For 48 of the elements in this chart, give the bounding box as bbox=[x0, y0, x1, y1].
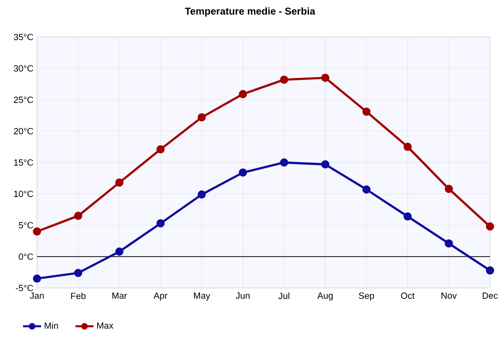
point bbox=[321, 74, 330, 82]
x-tick-label: Feb bbox=[71, 292, 86, 300]
point bbox=[321, 160, 330, 168]
point bbox=[404, 142, 412, 151]
y-tick-label: 10°C bbox=[14, 190, 34, 198]
point bbox=[486, 222, 494, 231]
point bbox=[404, 212, 412, 221]
x-tick-label: Nov bbox=[442, 292, 457, 299]
y-tick-label: 20°C bbox=[14, 128, 34, 134]
point bbox=[74, 212, 82, 220]
y-tick-label: 15°C bbox=[14, 159, 34, 166]
point bbox=[362, 108, 371, 116]
y-tick-label: 35°C bbox=[14, 34, 34, 40]
x-tick-label: Jul bbox=[278, 292, 290, 300]
x-tick-label: Oct bbox=[401, 292, 415, 299]
x-tick-label: Jun bbox=[236, 292, 250, 299]
point bbox=[32, 227, 42, 236]
point bbox=[156, 145, 165, 154]
chart-title: Temperature medie - Serbia bbox=[184, 7, 316, 17]
legend-label: Min bbox=[44, 322, 58, 329]
x-tick-label: Mar bbox=[112, 292, 127, 299]
y-tick-label: -5°C bbox=[16, 284, 34, 292]
point bbox=[115, 178, 124, 187]
point bbox=[486, 266, 494, 275]
point bbox=[74, 268, 82, 278]
y-tick-label: 25°C bbox=[14, 96, 34, 103]
point bbox=[198, 113, 206, 122]
point bbox=[280, 158, 288, 167]
point bbox=[156, 219, 165, 228]
point bbox=[280, 76, 288, 84]
y-tick-label: 0°C bbox=[18, 253, 34, 260]
x-tick-label: Sep bbox=[358, 292, 374, 301]
point bbox=[238, 90, 248, 98]
point bbox=[362, 185, 371, 194]
x-tick-label: Aug bbox=[317, 292, 333, 301]
point bbox=[444, 239, 453, 248]
y-tick-label: 30°C bbox=[14, 65, 34, 72]
y-tick-label: 5°C bbox=[18, 222, 34, 228]
point bbox=[115, 248, 124, 256]
x-tick-label: Jan bbox=[30, 292, 44, 299]
legend-label: Max bbox=[97, 322, 114, 329]
point bbox=[198, 190, 206, 199]
x-tick-label: May bbox=[194, 292, 210, 301]
point bbox=[238, 168, 248, 177]
x-tick-label: Apr bbox=[154, 292, 168, 301]
x-tick-label: Dec bbox=[482, 292, 498, 299]
point bbox=[32, 274, 42, 283]
point bbox=[444, 184, 453, 193]
